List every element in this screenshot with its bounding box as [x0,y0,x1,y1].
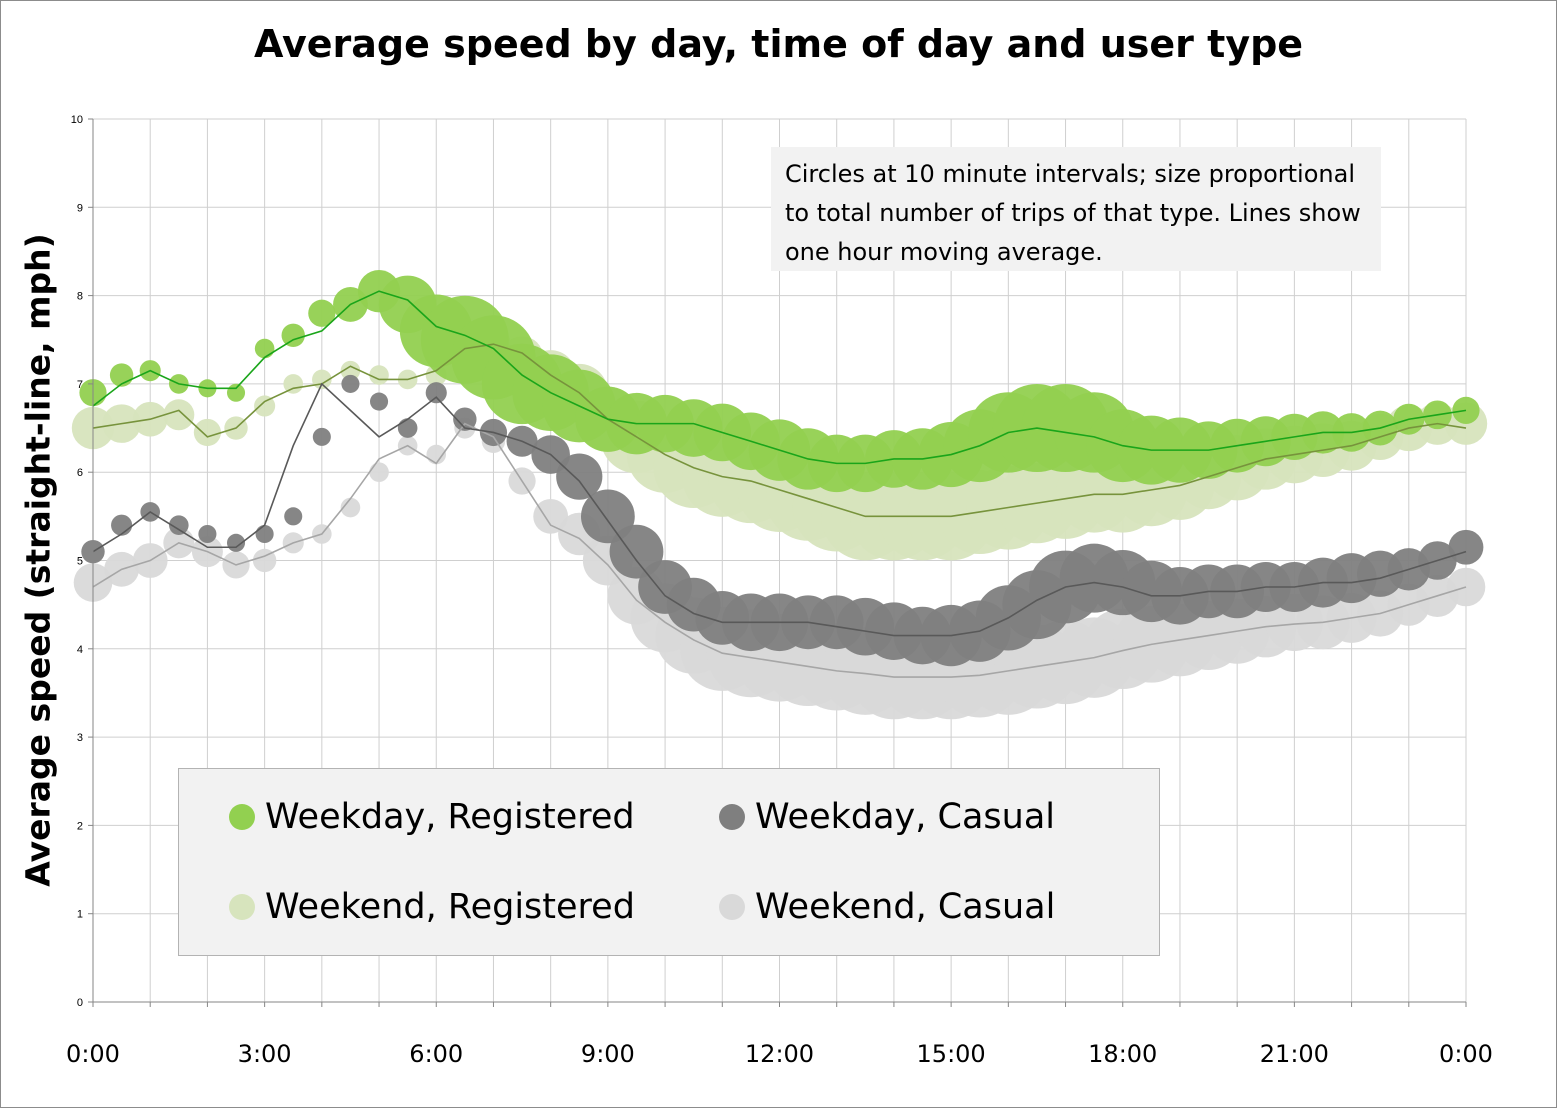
y-tick-label: 5 [77,556,83,568]
y-tick-label: 1 [77,909,83,921]
x-tick-label: 21:00 [1260,1040,1329,1068]
data-point [281,323,305,348]
x-tick-label: 0:00 [1439,1040,1493,1068]
y-tick-label: 4 [77,644,83,656]
data-point [340,497,361,518]
data-point [254,338,275,359]
data-point [284,507,303,526]
moving-average-line [92,290,1467,465]
y-tick-label: 9 [77,202,83,214]
annotation-box: Circles at 10 minute intervals; size pro… [771,147,1381,271]
y-tick-label: 7 [77,379,83,391]
y-tick-label: 0 [77,997,83,1009]
data-point [163,399,195,431]
y-tick-label: 8 [77,291,83,303]
legend-swatch-weekend-registered [229,894,255,920]
legend-label-weekend-casual: Weekend, Casual [755,887,1056,927]
data-point [453,407,477,431]
data-point [169,515,189,535]
legend-item-weekend-casual: Weekend, Casual [719,887,1055,927]
y-tick-label: 2 [77,820,83,832]
x-tick-label: 9:00 [581,1040,635,1068]
data-point [369,462,389,483]
x-tick-label: 18:00 [1088,1040,1157,1068]
data-point [370,392,389,411]
data-point [283,374,304,394]
legend-item-weekday-casual: Weekday, Casual [719,797,1055,837]
legend-label-weekday-registered: Weekday, Registered [265,797,635,837]
data-point [308,299,336,327]
data-point [226,383,246,402]
moving-average-line [92,422,1467,678]
data-point [425,382,447,404]
legend-swatch-weekday-casual [719,804,745,830]
x-tick-label: 0:00 [66,1040,120,1068]
y-tick-label: 10 [71,114,83,126]
legend: Weekday, Registered Weekday, Casual Week… [178,768,1160,956]
data-point [193,418,222,447]
data-point [369,365,389,385]
data-point [1448,529,1484,565]
legend-swatch-weekday-registered [229,804,255,830]
data-point [198,524,217,544]
legend-item-weekday-registered: Weekday, Registered [229,797,635,837]
legend-label-weekend-registered: Weekend, Registered [265,887,635,927]
data-point [254,395,276,417]
axes: 0 1 2 3 4 5 6 7 8 9 10 0:00 3:00 6:00 9:00 12:00 15:00 18… [66,114,1493,1068]
legend-label-weekday-casual: Weekday, Casual [755,797,1055,837]
data-point [111,514,133,536]
data-point [255,524,274,544]
data-point [341,374,360,393]
data-point [533,498,569,534]
legend-swatch-weekend-casual [719,894,745,920]
legend-item-weekend-registered: Weekend, Registered [229,887,635,927]
x-tick-label: 15:00 [917,1040,986,1068]
x-tick-label: 6:00 [409,1040,463,1068]
y-tick-label: 3 [77,732,83,744]
data-point [312,427,331,446]
y-tick-label: 6 [77,467,83,479]
data-point [556,453,603,500]
data-point [340,360,361,381]
data-point [252,548,277,573]
x-tick-label: 12:00 [745,1040,814,1068]
x-tick-label: 3:00 [238,1040,292,1068]
moving-average-line [92,382,1467,637]
data-point [397,418,418,438]
chart-title: Average speed by day, time of day and us… [253,22,1304,66]
